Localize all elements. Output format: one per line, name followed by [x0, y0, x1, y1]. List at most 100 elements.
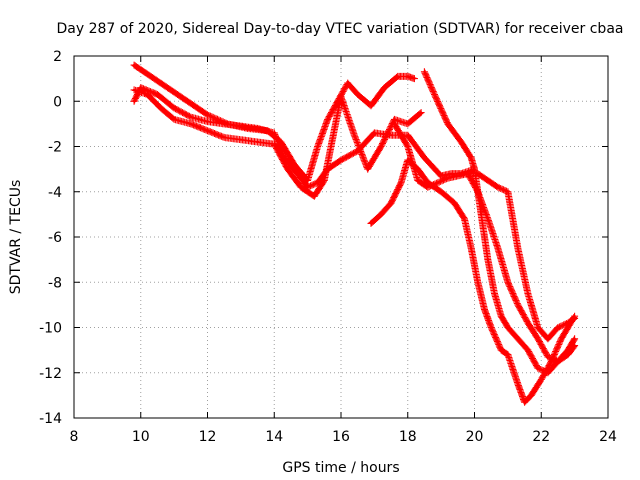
data-point — [306, 186, 309, 189]
data-point — [156, 93, 159, 96]
data-point — [389, 201, 393, 205]
x-tick-label: 14 — [265, 429, 283, 445]
data-point — [353, 133, 356, 137]
data-point — [423, 70, 426, 74]
data-point — [536, 326, 540, 329]
data-point — [500, 314, 503, 318]
data-point — [526, 321, 530, 325]
data-point — [573, 317, 576, 320]
data-point — [146, 72, 149, 76]
data-point — [389, 133, 393, 137]
grid — [74, 56, 608, 418]
data-point — [530, 394, 533, 397]
data-point — [546, 337, 550, 341]
data-point — [159, 106, 162, 110]
data-point — [406, 122, 409, 126]
data-point — [406, 145, 409, 148]
data-point — [206, 129, 209, 132]
data-point — [299, 186, 303, 189]
data-point — [540, 378, 543, 381]
data-point — [206, 113, 209, 117]
x-axis-label: GPS time / hours — [282, 460, 399, 476]
y-tick-label: -4 — [48, 185, 62, 201]
data-point — [546, 355, 550, 359]
y-tick-label: -2 — [48, 140, 62, 156]
data-point — [326, 118, 329, 121]
data-point — [486, 179, 490, 182]
data-point — [469, 247, 473, 250]
data-point — [189, 115, 193, 119]
data-point — [453, 201, 456, 205]
y-tick-label: 2 — [53, 49, 62, 65]
data-point — [556, 326, 560, 329]
data-point — [476, 281, 480, 284]
data-point — [206, 120, 209, 123]
data-point — [239, 124, 243, 128]
data-point — [379, 145, 383, 148]
data-point — [486, 217, 490, 221]
series-track-2 — [130, 86, 425, 200]
data-point — [439, 174, 443, 178]
data-point — [296, 172, 299, 175]
data-point — [536, 337, 540, 341]
data-point — [313, 195, 316, 198]
data-point — [323, 179, 326, 182]
data-point — [560, 337, 563, 341]
data-point — [439, 190, 443, 193]
data-point — [423, 156, 426, 160]
data-point — [516, 382, 520, 386]
data-point — [222, 136, 226, 139]
data-point — [326, 167, 329, 171]
data-point — [369, 222, 373, 225]
data-point — [222, 122, 226, 126]
series-track-3 — [130, 84, 478, 191]
data-point — [406, 75, 409, 78]
data-point — [566, 353, 570, 356]
data-point — [523, 400, 526, 404]
x-tick-label: 8 — [70, 429, 79, 445]
data-point — [463, 217, 466, 221]
data-point — [436, 181, 439, 184]
data-point — [426, 181, 429, 184]
x-tick-label: 10 — [132, 429, 150, 445]
y-axis-label: SDTVAR / TECUs — [8, 180, 24, 295]
data-point — [172, 118, 176, 121]
data-point — [306, 179, 309, 182]
data-point — [506, 281, 510, 284]
data-point — [166, 86, 169, 89]
data-point — [132, 63, 136, 67]
data-point — [339, 95, 343, 98]
data-point — [329, 145, 333, 148]
data-point — [496, 247, 500, 250]
data-point — [476, 172, 480, 175]
data-point — [139, 86, 142, 89]
data-point — [446, 122, 449, 126]
data-point — [286, 167, 289, 171]
y-tick-label: -14 — [39, 411, 62, 427]
data-point — [379, 213, 383, 216]
data-point — [356, 149, 359, 153]
data-point — [172, 106, 176, 110]
y-tick-label: -10 — [39, 321, 62, 337]
y-tick-label: -8 — [48, 275, 62, 291]
data-point — [239, 138, 243, 141]
data-point — [556, 360, 560, 363]
data-point — [383, 86, 386, 89]
data-point — [496, 186, 500, 189]
x-tick-label: 20 — [466, 429, 484, 445]
data-point — [493, 292, 496, 295]
data-point — [399, 181, 403, 184]
data-point — [426, 186, 429, 189]
data-point — [516, 337, 520, 341]
data-point — [479, 213, 483, 216]
data-point — [489, 326, 493, 329]
data-point — [186, 100, 189, 103]
data-point — [339, 158, 343, 162]
data-point — [356, 93, 359, 96]
data-point — [526, 292, 530, 295]
data-point — [476, 190, 480, 193]
y-tick-label: -6 — [48, 230, 62, 246]
data-point — [416, 179, 419, 182]
data-point — [573, 344, 576, 347]
